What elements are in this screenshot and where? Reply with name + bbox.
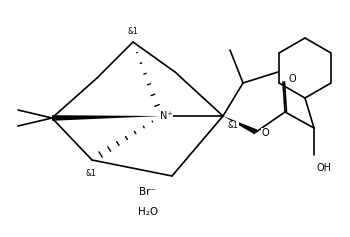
Text: &1: &1 bbox=[228, 122, 238, 131]
Text: N⁺: N⁺ bbox=[160, 111, 172, 121]
Text: &1: &1 bbox=[128, 27, 138, 36]
Text: H₂O: H₂O bbox=[138, 207, 158, 217]
Polygon shape bbox=[52, 115, 161, 121]
Text: OH: OH bbox=[316, 163, 331, 173]
Polygon shape bbox=[223, 116, 257, 135]
Text: O: O bbox=[261, 128, 269, 138]
Text: O: O bbox=[288, 74, 296, 84]
Text: &1: &1 bbox=[86, 169, 96, 178]
Text: Br⁻: Br⁻ bbox=[140, 187, 156, 197]
